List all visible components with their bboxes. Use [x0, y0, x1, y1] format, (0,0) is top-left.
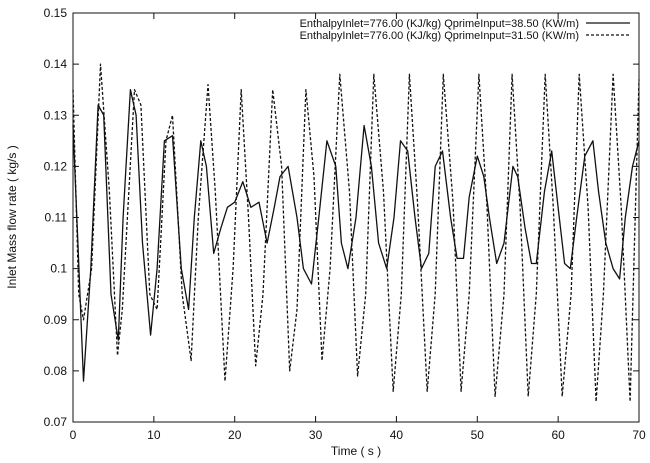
y-tick-label: 0.13: [44, 108, 68, 122]
y-axis-title: Inlet Mass flow rate ( kg/s ): [5, 145, 19, 288]
x-tick-label: 0: [70, 428, 77, 442]
x-tick-label: 20: [228, 428, 242, 442]
x-axis-title: Time ( s ): [331, 444, 381, 458]
y-tick-label: 0.15: [44, 6, 68, 20]
legend-label-1: EnthalpyInlet=776.00 (KJ/kg) QprimeInput…: [300, 18, 579, 30]
x-tick-label: 50: [471, 428, 485, 442]
tick-labels: 0 10 20 30 40 50 60 70 0.07 0.08 0.09 0.1 0.11 0.12 0.…: [44, 6, 646, 442]
y-tick-label: 0.07: [44, 415, 68, 429]
axis-ticks: [72, 12, 640, 423]
legend: EnthalpyInlet=776.00 (KJ/kg) QprimeInput…: [300, 18, 630, 42]
y-tick-label: 0.11: [45, 211, 68, 225]
y-tick-label: 0.1: [50, 262, 67, 276]
x-tick-label: 70: [632, 428, 646, 442]
series-lines: [72, 63, 640, 403]
x-tick-label: 10: [147, 428, 161, 442]
x-tick-label: 30: [309, 428, 323, 442]
y-tick-label: 0.14: [44, 57, 68, 71]
x-tick-label: 60: [551, 428, 565, 442]
y-tick-label: 0.09: [44, 313, 68, 327]
y-tick-label: 0.08: [44, 364, 68, 378]
legend-label-2: EnthalpyInlet=776.00 (KJ/kg) QprimeInput…: [300, 30, 579, 42]
y-tick-label: 0.12: [44, 159, 68, 173]
series-line-1: [72, 89, 640, 382]
series-line-2: [72, 63, 640, 403]
x-tick-label: 40: [390, 428, 404, 442]
